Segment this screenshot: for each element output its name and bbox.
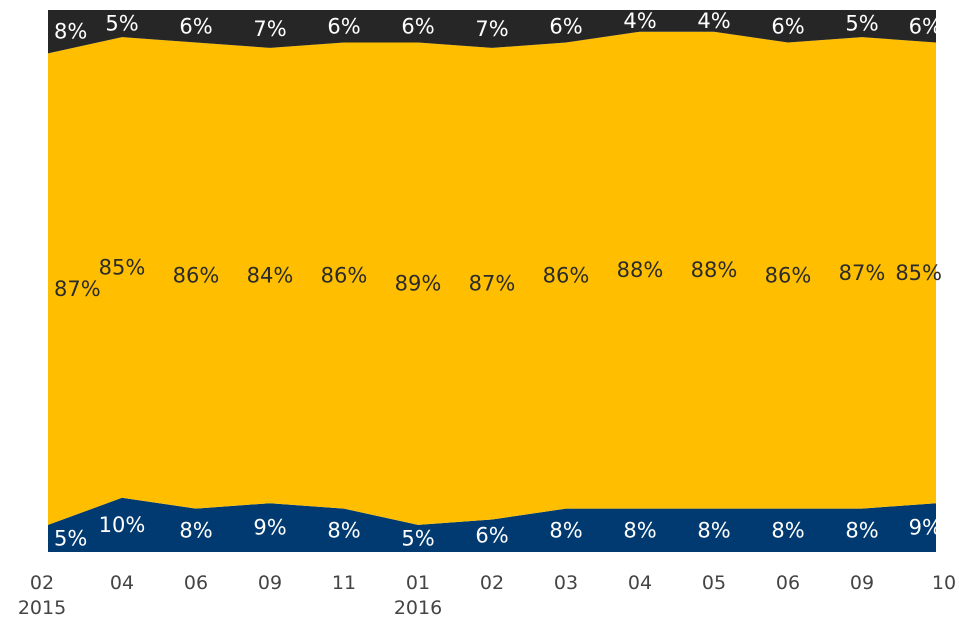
data-label: 8% — [54, 20, 87, 44]
data-label: 5% — [401, 527, 434, 551]
data-label: 8% — [549, 518, 582, 542]
data-label: 9% — [909, 516, 942, 540]
x-tick-label: 02 — [480, 572, 504, 594]
data-label: 89% — [395, 272, 442, 296]
data-label: 5% — [105, 12, 138, 36]
data-label: 6% — [549, 14, 582, 38]
data-label: 6% — [771, 14, 804, 38]
x-tick-label: 03 — [554, 572, 578, 594]
x-tick-label: 04 — [110, 572, 134, 594]
data-label: 7% — [253, 17, 286, 41]
data-label: 6% — [179, 14, 212, 38]
data-label: 8% — [179, 518, 212, 542]
data-label: 6% — [475, 524, 508, 548]
data-label: 86% — [173, 264, 220, 288]
x-tick-label: 11 — [332, 572, 356, 594]
data-label: 87% — [839, 261, 886, 285]
data-label: 88% — [691, 258, 738, 282]
data-label: 87% — [469, 272, 516, 296]
data-labels: 5%10% 8% 9% 8% 5% 6% 8% 8% 8% 8% 8% 9%87%85% 86% 84% 8… — [54, 9, 942, 551]
series-area-0 — [48, 497, 936, 552]
data-label: 84% — [247, 264, 294, 288]
data-label: 5% — [54, 527, 87, 551]
x-tick-label: 06 — [184, 572, 208, 594]
x-tick-label: 04 — [628, 572, 652, 594]
data-label: 8% — [623, 518, 656, 542]
data-label: 10% — [99, 513, 146, 537]
data-label: 86% — [321, 264, 368, 288]
x-tick-label: 09 — [258, 572, 282, 594]
x-tick-label: 02 — [30, 572, 54, 594]
x-tick-label: 06 — [776, 572, 800, 594]
x-year-label: 2016 — [394, 597, 442, 619]
x-tick-label: 09 — [850, 572, 874, 594]
data-label: 9% — [253, 516, 286, 540]
data-label: 88% — [617, 258, 664, 282]
series-area-2 — [48, 10, 936, 54]
x-tick-label: 10 — [932, 572, 956, 594]
x-year-label: 2015 — [18, 597, 66, 619]
data-label: 8% — [771, 518, 804, 542]
data-label: 8% — [327, 518, 360, 542]
data-label: 7% — [475, 17, 508, 41]
data-label: 8% — [697, 518, 730, 542]
data-label: 6% — [909, 14, 942, 38]
data-label: 87% — [54, 277, 101, 301]
data-label: 85% — [895, 261, 942, 285]
data-label: 85% — [99, 255, 146, 279]
data-label: 6% — [401, 14, 434, 38]
data-label: 6% — [327, 14, 360, 38]
data-label: 5% — [845, 12, 878, 36]
data-label: 4% — [623, 9, 656, 33]
data-label: 4% — [697, 9, 730, 33]
series-area-1 — [48, 31, 936, 525]
data-label: 86% — [765, 264, 812, 288]
x-axis: 02 04 06 09 11 01 02 03 04 05 06 09 10 2015 2016 — [18, 572, 956, 619]
chart-areas — [48, 10, 936, 552]
x-tick-label: 01 — [406, 572, 430, 594]
x-tick-label: 05 — [702, 572, 726, 594]
data-label: 8% — [845, 518, 878, 542]
data-label: 86% — [543, 264, 590, 288]
